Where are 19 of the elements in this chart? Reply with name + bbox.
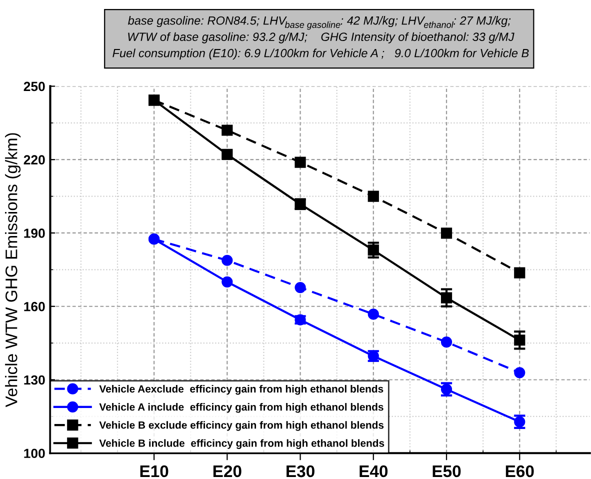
- legend-label: Vehicle Aexclude efficincy gain from high ethanol blends: [99, 384, 384, 395]
- y-axis-title: Vehicle WTW GHG Emissions (g/km): [5, 133, 21, 408]
- x-tick-label: E20: [213, 465, 242, 478]
- text: Fuel consumption (E10): 6.9 L/100km for Vehicle A ; 9.0 L/100km for Vehicle B: [112, 48, 529, 60]
- legend-label: Vehicle B include efficincy gain from high ethanol blends: [99, 439, 384, 449]
- x-tick-label: E60: [506, 465, 534, 478]
- legend-label: Vehicle A include efficincy gain from high ethanol blends: [99, 403, 384, 413]
- y-tick-label: 130: [24, 375, 45, 385]
- y-tick-label: 160: [24, 302, 45, 312]
- x-tick-label: E30: [286, 465, 314, 478]
- legend-label: Vehicle B exclude efficincy gain from high ethanol blends: [99, 421, 384, 431]
- y-tick-label: 100: [24, 448, 45, 458]
- x-tick-label: E10: [140, 465, 168, 478]
- y-tick-label: 250: [24, 82, 45, 92]
- y-tick-label: 190: [24, 228, 45, 238]
- y-tick-label: 220: [24, 155, 45, 165]
- x-tick-label: E40: [360, 465, 388, 478]
- text: WTW of base gasoline: 93.2 g/MJ; GHG Intensity of bioethanol: 33 g/MJ: [128, 32, 514, 44]
- x-tick-label: E50: [432, 465, 461, 478]
